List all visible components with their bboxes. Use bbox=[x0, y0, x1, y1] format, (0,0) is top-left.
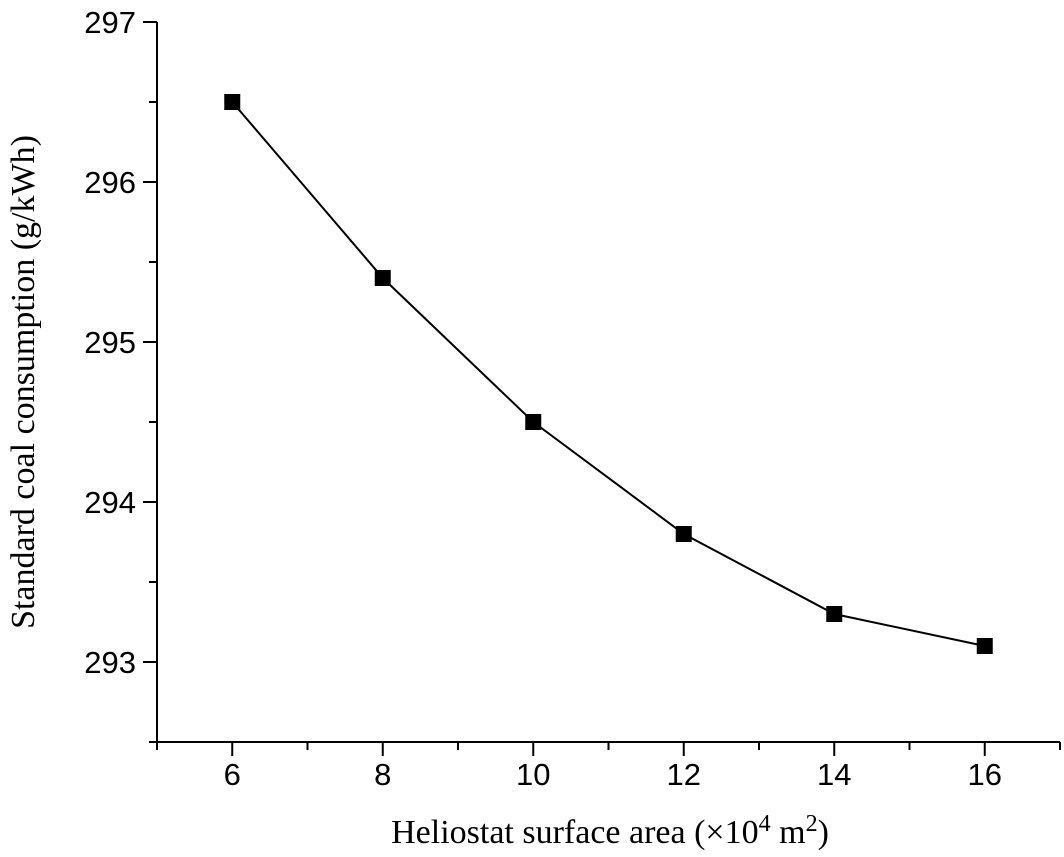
ticks: 6 8 10 12 14 16 293 294 295 296 297 bbox=[84, 5, 1061, 792]
x-axis-title-mid: m bbox=[771, 814, 806, 851]
data-point-marker bbox=[675, 526, 692, 542]
y-tick-label: 293 bbox=[84, 645, 136, 680]
data-point-marker bbox=[224, 94, 241, 110]
y-axis-title: Standard coal consumption (g/kWh) bbox=[5, 135, 42, 629]
x-tick-label: 8 bbox=[374, 757, 391, 792]
y-tick-label: 297 bbox=[84, 5, 136, 40]
x-axis-title-end: ) bbox=[818, 814, 829, 851]
x-axis-title-main: Heliostat surface area (×10 bbox=[391, 814, 759, 851]
x-tick-label: 14 bbox=[817, 757, 851, 792]
data-point-marker bbox=[826, 606, 843, 622]
x-axis-title-exp2: 2 bbox=[806, 811, 818, 837]
y-tick-label: 296 bbox=[84, 165, 136, 200]
x-tick-label: 10 bbox=[516, 757, 550, 792]
x-axis-title: Heliostat surface area (×104 m2) bbox=[391, 811, 829, 851]
x-tick-label: 12 bbox=[667, 757, 701, 792]
data-point-marker bbox=[976, 638, 993, 654]
x-axis-title-exp1: 4 bbox=[759, 811, 771, 837]
x-tick-label: 6 bbox=[224, 757, 241, 792]
y-tick-label: 295 bbox=[84, 325, 136, 360]
series-line bbox=[231, 101, 986, 647]
plot-area bbox=[224, 94, 993, 654]
y-tick-label: 294 bbox=[84, 485, 136, 520]
data-point-marker bbox=[374, 270, 391, 286]
x-tick-label: 16 bbox=[968, 757, 1002, 792]
data-point-marker bbox=[525, 414, 542, 430]
